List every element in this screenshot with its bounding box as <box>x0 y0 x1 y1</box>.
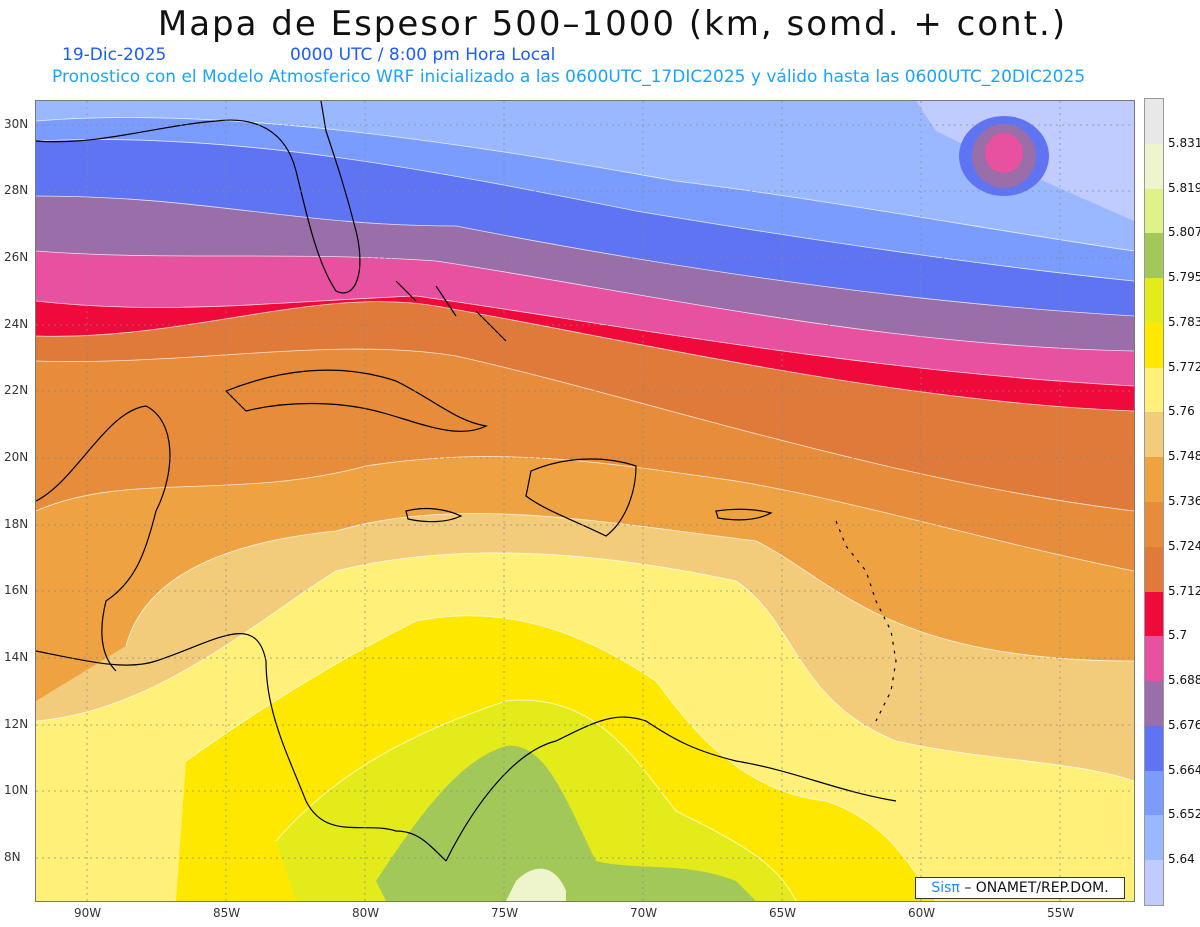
lat-label: 8N <box>4 850 21 864</box>
colorbar-label: 5.772 <box>1168 359 1200 374</box>
colorbar-segment <box>1145 233 1163 279</box>
colorbar-label: 5.783 <box>1168 314 1200 329</box>
contour-lines <box>36 117 1134 901</box>
lon-label: 85W <box>213 906 241 920</box>
coast-jamaica <box>405 507 463 523</box>
coast-florida <box>36 101 361 294</box>
coast-hispaniola <box>525 458 637 537</box>
lat-label: 30N <box>4 117 29 131</box>
lon-label: 60W <box>908 906 936 920</box>
colorbar-segment <box>1145 546 1163 593</box>
lat-label: 22N <box>4 383 29 397</box>
colorbar-label: 5.76 <box>1168 404 1195 419</box>
lat-label: 20N <box>4 450 29 464</box>
colorbar-segment <box>1145 591 1163 637</box>
lat-label: 26N <box>4 250 29 264</box>
colorbar-segment <box>1145 636 1163 682</box>
colorbar-segment <box>1145 412 1163 458</box>
colorbar-label: 5.652 <box>1168 807 1200 822</box>
colorbar-segment <box>1145 457 1163 503</box>
coast-yucatan <box>36 405 171 672</box>
colorbar-segment <box>1145 278 1163 324</box>
lat-label: 24N <box>4 317 29 331</box>
map-title: Mapa de Espesor 500–1000 (km, somd. + co… <box>157 4 1068 44</box>
lon-label: 90W <box>74 906 102 920</box>
lat-label: 14N <box>4 650 29 664</box>
colorbar-label: 5.748 <box>1168 449 1200 464</box>
band-5807 <box>376 745 756 901</box>
lon-label: 55W <box>1047 906 1075 920</box>
colorbar-segment <box>1145 143 1163 190</box>
credit-brand: Sisπ <box>931 880 960 896</box>
coast-puerto-rico <box>715 508 773 521</box>
colorbar-label: 5.688 <box>1168 673 1200 688</box>
colorbar-segment <box>1145 725 1163 772</box>
colorbar-segment <box>1145 860 1163 906</box>
coast-bahamas <box>395 280 507 342</box>
forecast-description: Pronostico con el Modelo Atmosferico WRF… <box>52 67 1086 87</box>
coast-central-america <box>36 633 447 862</box>
coast-south-america <box>445 716 897 862</box>
credit-box: Sisπ – ONAMET/REP.DOM. <box>915 877 1125 899</box>
coastlines <box>36 101 897 862</box>
colorbar-label: 5.831 <box>1168 135 1200 150</box>
colorbar-segment <box>1145 188 1163 234</box>
colorbar-segment <box>1145 815 1163 861</box>
colorbar-segment <box>1145 770 1163 816</box>
thickness-map <box>35 100 1135 902</box>
forecast-time: 0000 UTC / 8:00 pm Hora Local <box>290 45 556 65</box>
colorbar-label: 5.807 <box>1168 225 1200 240</box>
colorbar-label: 5.712 <box>1168 583 1200 598</box>
colorbar-label: 5.724 <box>1168 538 1200 553</box>
colorbar-segment <box>1145 322 1163 369</box>
colorbar-label: 5.736 <box>1168 494 1200 508</box>
colorbar-segment <box>1145 681 1163 727</box>
lat-label: 28N <box>4 183 29 197</box>
band-5819 <box>506 868 566 901</box>
lat-label: 18N <box>4 517 29 531</box>
lon-label: 65W <box>769 906 797 920</box>
colorbar-label: 5.64 <box>1168 852 1195 867</box>
forecast-date: 19-Dic-2025 <box>62 45 167 65</box>
colorbar-label: 5.795 <box>1168 270 1200 285</box>
colorbar-label: 5.7 <box>1168 628 1188 643</box>
thickness-field <box>36 101 1134 901</box>
colorbar-label: 5.676 <box>1168 717 1200 732</box>
lon-label: 75W <box>491 906 519 920</box>
lon-label: 80W <box>352 906 380 920</box>
lat-label: 16N <box>4 583 29 597</box>
lat-label: 12N <box>4 717 29 731</box>
colorbar-label: 5.664 <box>1168 762 1200 777</box>
lat-label: 10N <box>4 783 29 797</box>
coast-cuba <box>224 369 488 432</box>
lon-label: 70W <box>630 906 658 920</box>
colorbar-segment <box>1145 99 1163 145</box>
credit-org: – ONAMET/REP.DOM. <box>964 880 1109 896</box>
colorbar <box>1144 98 1164 906</box>
colorbar-segment <box>1145 367 1163 413</box>
low-core <box>985 133 1023 173</box>
colorbar-segment <box>1145 502 1163 548</box>
colorbar-label: 5.819 <box>1168 180 1200 195</box>
graticule <box>36 101 1134 901</box>
